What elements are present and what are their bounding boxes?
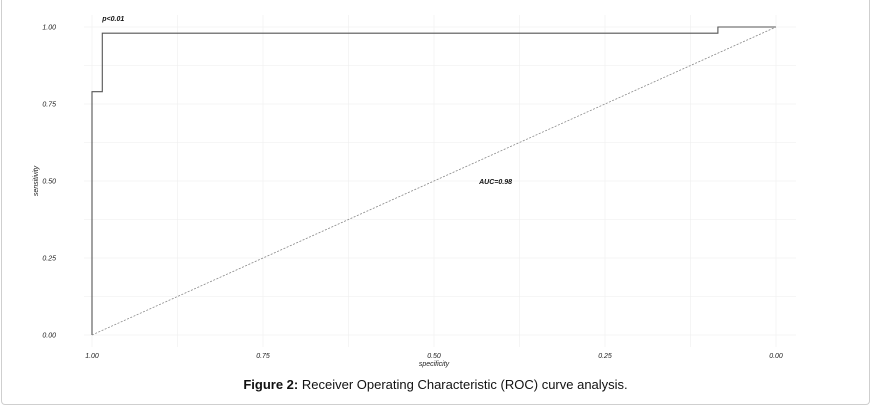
x-tick-label: 0.25: [598, 353, 612, 360]
y-axis-label: sensitivity: [33, 165, 40, 196]
y-tick-labels: 0.00 0.25 0.50 0.75 1.00: [42, 25, 56, 340]
figure-frame: [1, 0, 870, 405]
x-tick-label: 0.00: [769, 353, 783, 360]
y-tick-label: 0.50: [42, 179, 56, 186]
x-axis-label: specificity: [419, 361, 450, 368]
y-tick-label: 0.75: [42, 102, 56, 109]
x-tick-labels: 1.00 0.75 0.50 0.25 0.00: [85, 353, 783, 360]
auc-annotation: AUC=0.98: [478, 179, 512, 186]
annotations: p<0.01 AUC=0.98: [101, 16, 512, 186]
x-tick-label: 0.50: [427, 353, 441, 360]
reference-diagonal: [91, 26, 777, 336]
y-tick-label: 1.00: [42, 25, 56, 32]
series-lines: [91, 26, 777, 336]
x-tick-label: 0.75: [256, 353, 270, 360]
figure-caption: Figure 2: Receiver Operating Characteris…: [0, 377, 871, 392]
x-tick-label: 1.00: [85, 353, 99, 360]
y-tick-label: 0.25: [42, 256, 56, 263]
roc-curve: [91, 26, 776, 335]
roc-chart: 1.00 0.75 0.50 0.25 0.00 0.000.250.500.751.0…: [33, 15, 796, 368]
grid: [84, 15, 796, 347]
y-tick-label: 0.00: [42, 333, 56, 340]
caption-text: Receiver Operating Characteristic (ROC) …: [298, 377, 628, 392]
caption-label: Figure 2:: [243, 377, 299, 392]
p-value-annotation: p<0.01: [101, 16, 124, 23]
